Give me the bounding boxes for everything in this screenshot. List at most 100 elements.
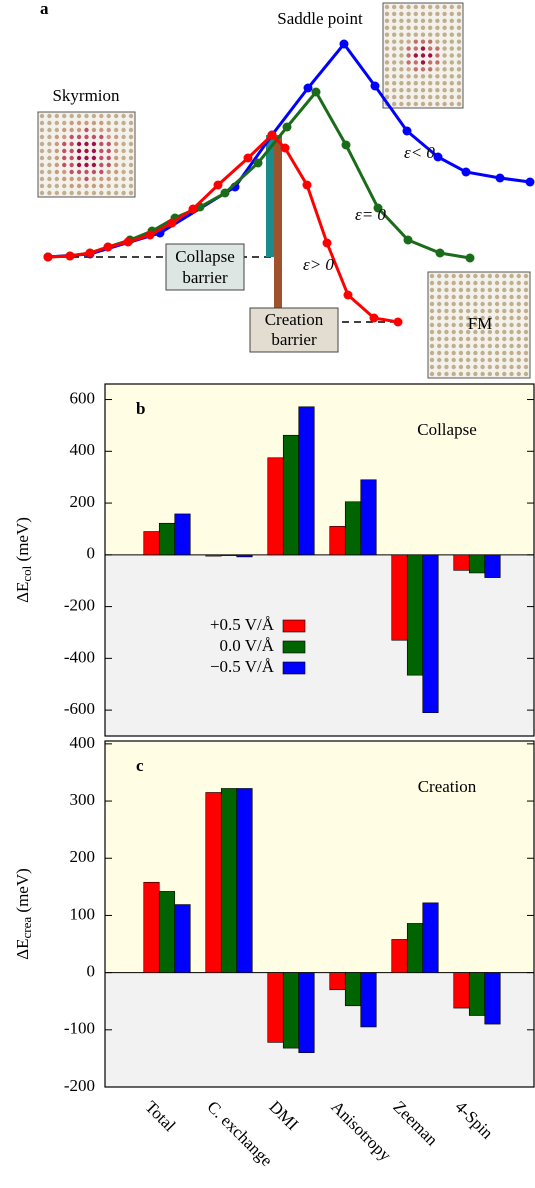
spin [487,364,493,370]
spin [420,94,426,100]
spin [487,336,493,342]
spin [54,190,60,196]
spin [62,155,67,161]
spin [509,343,514,349]
spin [392,32,397,37]
spin [39,141,45,147]
spin [487,322,493,328]
spin [473,343,478,349]
spin [465,350,471,356]
spin [480,301,485,307]
spin [91,169,97,175]
data-point [322,238,332,248]
spin [76,183,82,189]
spin [429,322,435,328]
collapse-barrier [266,135,274,257]
spin [76,120,82,126]
spin [54,120,60,126]
spin [384,39,390,44]
spin [428,39,433,44]
spin [509,350,514,356]
spin [392,74,397,79]
annotation: Saddle point [277,9,363,28]
spin [399,74,404,79]
series-label: ε= 0 [355,205,386,224]
panel-label: a [40,0,49,18]
spin [62,190,67,196]
spin [449,101,454,107]
data-point [85,248,95,258]
spin [399,60,404,65]
data-point [43,252,53,262]
spin [121,134,126,140]
spin [516,357,521,363]
data-point [433,152,443,162]
spin [451,350,456,356]
spin [509,273,514,279]
spin [84,190,89,196]
y-tick-label: 0 [87,962,96,981]
spin [516,294,521,300]
spin [76,127,82,133]
spin [487,350,493,356]
bar [344,972,362,1007]
spin [465,287,471,293]
spin [113,169,119,175]
spin [392,101,397,107]
spin [456,11,462,17]
spin [516,280,521,286]
spin [128,148,134,154]
spin [449,39,454,44]
spin [392,25,397,30]
spin [437,308,442,314]
data-point [495,173,505,183]
spin [99,141,104,147]
spin [494,350,500,356]
spin [62,127,67,133]
spin [39,113,45,119]
bar [174,904,191,973]
spin [113,162,119,168]
spin [435,25,440,30]
negative-background [105,554,534,736]
spin [47,148,52,154]
spin [399,18,404,24]
spin [76,134,82,140]
spin [523,273,529,279]
spin [442,74,447,79]
spin [392,60,397,65]
y-tick-label: -200 [64,595,95,614]
y-axis-label-part: ΔE [13,938,32,959]
spin [69,127,74,133]
spin [420,101,426,107]
spin [128,113,134,119]
spin [523,301,529,307]
spin [465,308,471,314]
spin [444,301,449,307]
spin [128,120,134,126]
spin [444,336,449,342]
spin [54,169,60,175]
spin [494,364,500,370]
spin [76,190,82,196]
legend-swatch [282,661,306,675]
spin [429,294,435,300]
data-point [280,143,290,153]
spin [473,273,478,279]
bar [298,406,315,556]
bar [468,554,486,574]
series-label: ε< 0 [404,143,435,162]
spin [113,155,119,161]
spin [442,67,447,72]
bar [298,972,315,1053]
spin [84,162,89,168]
spin [39,190,45,196]
spin [449,74,454,79]
spin [473,308,478,314]
spin [54,141,60,147]
data-point [213,180,223,190]
spin [47,113,52,119]
spin [91,155,97,161]
data-point [267,130,277,140]
spin [47,141,52,147]
